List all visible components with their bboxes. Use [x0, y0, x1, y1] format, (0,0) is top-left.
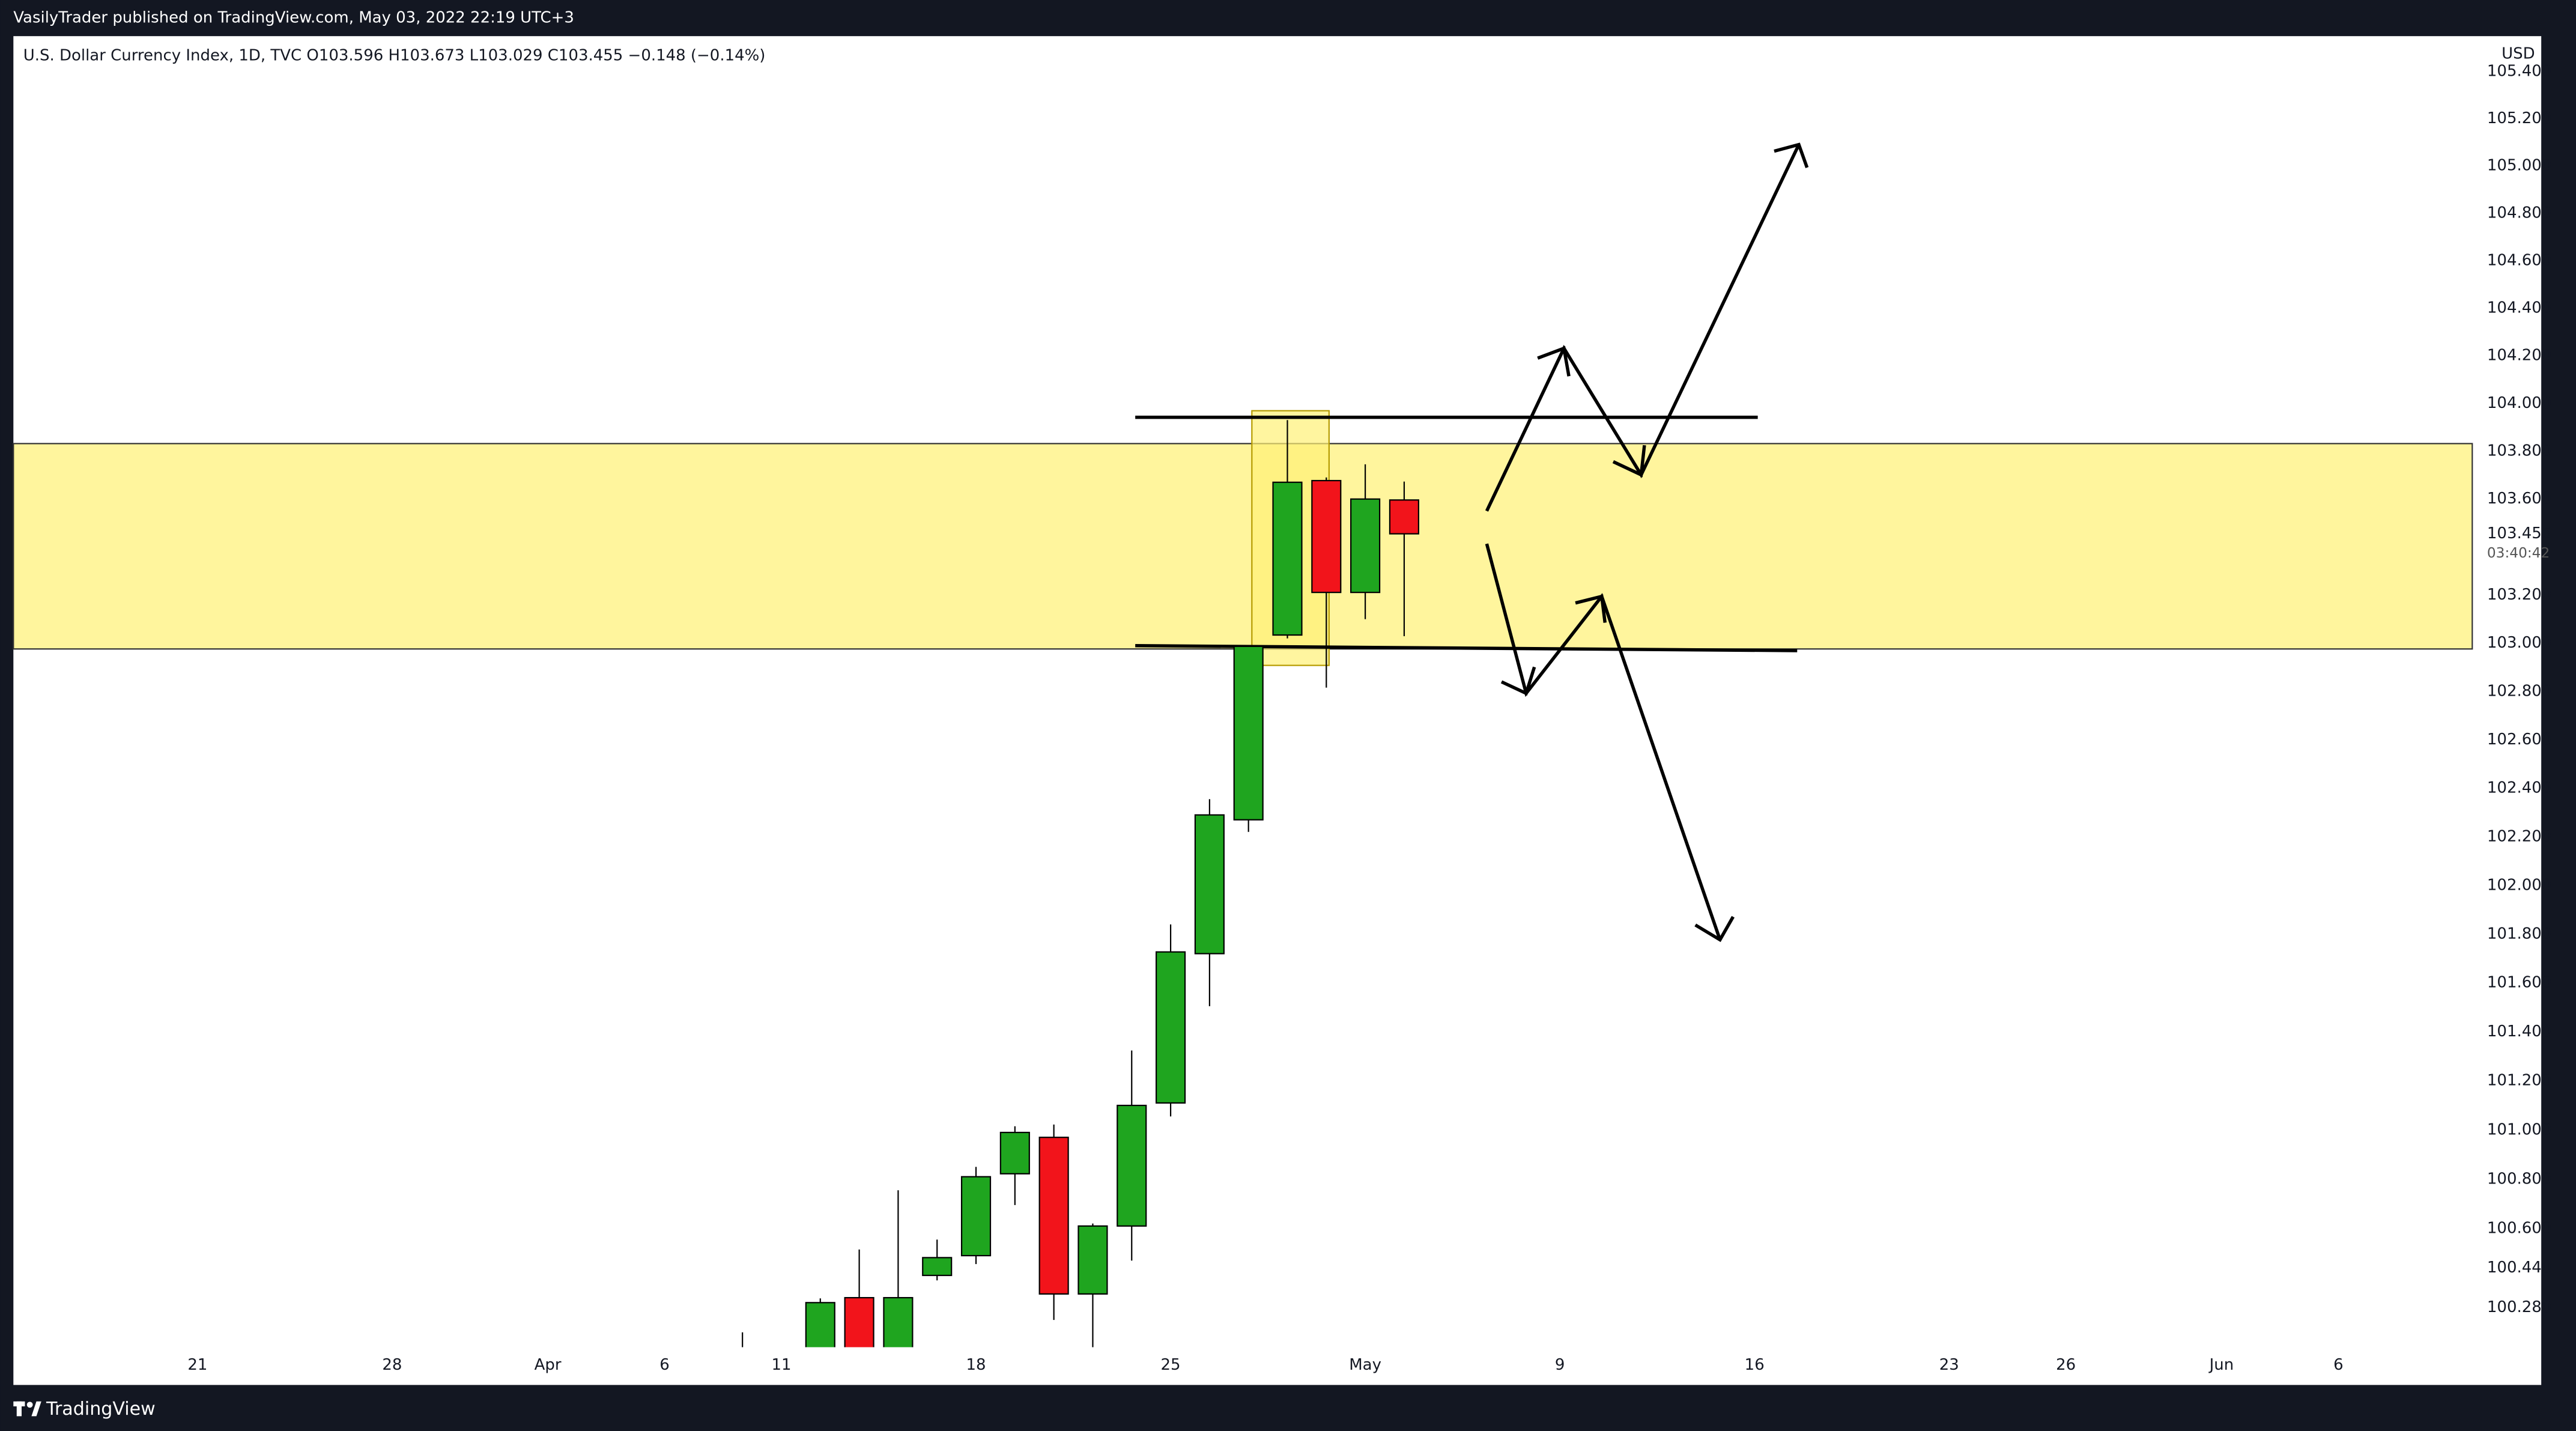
- price-label: 103.455: [2487, 524, 2551, 542]
- candle-body: [1311, 479, 1342, 594]
- y-tick-label: 102.600: [2487, 731, 2551, 749]
- candle-body: [1233, 645, 1264, 821]
- y-tick-label: 100.600: [2487, 1219, 2551, 1237]
- x-tick-label: Jun: [2208, 1356, 2234, 1374]
- x-tick-label: 28: [382, 1356, 402, 1374]
- y-tick-label: 104.800: [2487, 204, 2551, 222]
- candle-body: [883, 1296, 914, 1347]
- y-tick-label: 102.400: [2487, 779, 2551, 797]
- y-tick-label: 103.600: [2487, 490, 2551, 508]
- y-tick-label: 104.000: [2487, 394, 2551, 412]
- scenario-up: [1485, 142, 1809, 512]
- x-tick-label: 21: [187, 1356, 207, 1374]
- y-tick-label: 100.440: [2487, 1259, 2551, 1277]
- y-tick-label: 103.200: [2487, 586, 2551, 604]
- y-tick-label: 104.600: [2487, 251, 2551, 269]
- candle-body: [1117, 1104, 1147, 1227]
- y-tick-label: 100.280: [2487, 1298, 2551, 1316]
- y-tick-label: 101.800: [2487, 925, 2551, 943]
- x-tick-label: 18: [966, 1356, 986, 1374]
- y-tick-label: 102.000: [2487, 876, 2551, 894]
- candle-body: [1194, 814, 1225, 955]
- countdown: 03:40:42: [2487, 545, 2550, 561]
- footer-brand: TradingView: [46, 1399, 156, 1420]
- x-tick-label: 23: [1939, 1356, 1959, 1374]
- candle-body: [844, 1296, 874, 1347]
- y-tick-label: 103.000: [2487, 634, 2551, 652]
- y-tick-label: 102.200: [2487, 827, 2551, 845]
- x-tick-label: May: [1349, 1356, 1381, 1374]
- currency: USD: [2502, 45, 2535, 63]
- candle-body: [1272, 481, 1303, 636]
- x-tick-label: 6: [659, 1356, 670, 1374]
- logo-part: [16, 1401, 22, 1417]
- logo-part: [26, 1402, 33, 1408]
- y-tick-label: 100.800: [2487, 1170, 2551, 1188]
- candles: [742, 420, 1419, 1347]
- y-tick-label: 101.400: [2487, 1022, 2551, 1041]
- arrowhead: [1694, 916, 1735, 943]
- arrowhead: [1612, 445, 1646, 478]
- y-tick-label: 104.400: [2487, 299, 2551, 317]
- candle-body: [805, 1302, 835, 1347]
- x-tick-label: 6: [2333, 1356, 2344, 1374]
- candle-body: [922, 1257, 953, 1277]
- x-tick-label: 9: [1555, 1356, 1565, 1374]
- zone: [13, 443, 2473, 650]
- x-tick-label: 16: [1745, 1356, 1765, 1374]
- scenario-down: [1485, 543, 1735, 943]
- arrow-path: [1485, 543, 1722, 941]
- candle-body: [1077, 1225, 1108, 1295]
- y-tick-label: 101.600: [2487, 974, 2551, 992]
- y-tick-label: 105.200: [2487, 109, 2551, 127]
- y-tick-label: 105.000: [2487, 157, 2551, 175]
- candle-body: [1155, 951, 1186, 1104]
- header: VasilyTrader published on TradingView.co…: [13, 9, 574, 27]
- y-tick-label: 101.200: [2487, 1072, 2551, 1090]
- logo: [13, 1401, 41, 1417]
- footer-bar: [0, 1385, 2576, 1431]
- x-tick-label: 26: [2056, 1356, 2076, 1374]
- arrowhead: [1500, 666, 1536, 696]
- y-tick-label: 104.200: [2487, 347, 2551, 365]
- candle-body: [999, 1131, 1030, 1174]
- chart-background: [13, 36, 2542, 1385]
- candle-body: [1389, 499, 1419, 535]
- logo-part: [31, 1401, 41, 1417]
- legend: U.S. Dollar Currency Index, 1D, TVC O103…: [23, 46, 766, 64]
- y-tick-label: 102.800: [2487, 682, 2551, 700]
- y-tick-label: 101.000: [2487, 1120, 2551, 1138]
- candle-body: [1038, 1137, 1069, 1295]
- arrowhead: [1575, 594, 1607, 623]
- x-tick-label: 25: [1161, 1356, 1181, 1374]
- y-tick-label: 105.400: [2487, 62, 2551, 80]
- candle-body: [960, 1176, 992, 1257]
- x-tick-label: 11: [771, 1356, 791, 1374]
- arrowhead: [1537, 346, 1571, 377]
- arrowhead: [1774, 142, 1809, 168]
- x-tick-label: Apr: [535, 1356, 562, 1374]
- y-tick-label: 103.800: [2487, 442, 2551, 460]
- candle-body: [1350, 498, 1381, 594]
- arrow-path: [1485, 144, 1801, 512]
